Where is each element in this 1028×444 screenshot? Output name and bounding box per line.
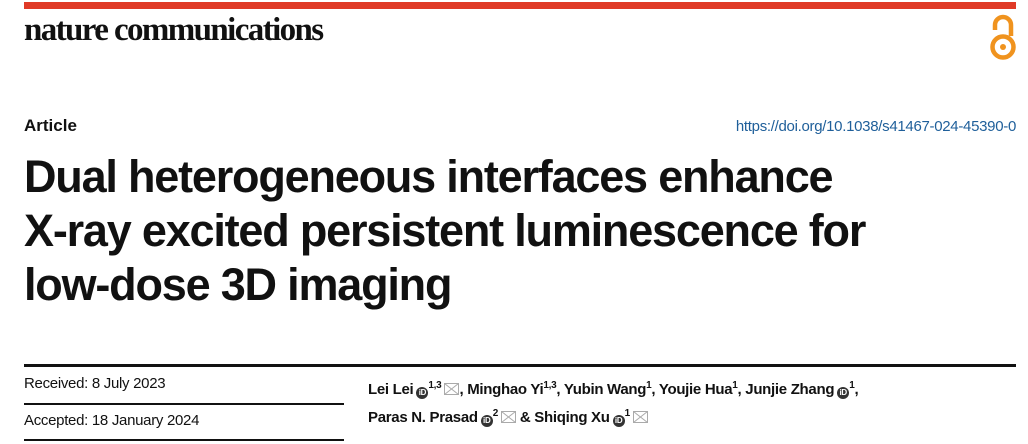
affiliation-sup: 1,3 (428, 380, 442, 391)
affiliation-sup: 1 (624, 408, 631, 419)
title-line: Dual heterogeneous interfaces enhance (24, 151, 834, 202)
email-icon[interactable] (632, 411, 648, 423)
article-title: Dual heterogeneous interfaces enhance X-… (24, 150, 1024, 312)
divider (24, 403, 344, 405)
orcid-icon[interactable]: iD (480, 415, 493, 427)
doi-link[interactable]: https://doi.org/10.1038/s41467-024-45390… (735, 118, 1016, 135)
accepted-date: Accepted: 18 January 2024 (24, 412, 200, 429)
affiliation-sup: 1 (646, 380, 652, 391)
author[interactable]: Shiqing Xu iD1 (534, 408, 648, 427)
author[interactable]: Paras N. Prasad iD2 (368, 408, 517, 427)
article-type: Article (24, 116, 77, 135)
author[interactable]: Youjie Hua1 (658, 380, 738, 398)
divider (24, 364, 1016, 367)
affiliation-sup: 2 (492, 408, 499, 419)
author-name[interactable]: Minghao Yi (467, 381, 544, 398)
author-name[interactable]: Junjie Zhang (745, 381, 835, 398)
journal-accent-bar (24, 2, 1016, 9)
orcid-icon[interactable]: iD (416, 387, 429, 399)
author[interactable]: Junjie Zhang iD1 (745, 380, 855, 399)
orcid-icon[interactable]: iD (837, 387, 850, 399)
email-icon[interactable] (501, 411, 517, 423)
author[interactable]: Yubin Wang1 (563, 380, 652, 398)
author-name[interactable]: Yubin Wang (563, 381, 647, 398)
author-name[interactable]: Shiqing Xu (534, 409, 610, 426)
divider (24, 439, 344, 441)
author-list: Lei Lei iD1,3, Minghao Yi1,3, Yubin Wang1… (368, 380, 859, 427)
title-line: X-ray excited persistent luminescence fo… (24, 205, 866, 256)
open-access-icon (990, 14, 1016, 60)
author-name[interactable]: Paras N. Prasad (368, 409, 478, 426)
received-date: Received: 8 July 2023 (24, 375, 166, 392)
email-icon[interactable] (444, 383, 460, 395)
affiliation-sup: 1 (732, 380, 738, 391)
author-name[interactable]: Youjie Hua (658, 381, 733, 398)
author-name[interactable]: Lei Lei (368, 381, 414, 398)
title-line: low-dose 3D imaging (24, 259, 452, 310)
author[interactable]: Lei Lei iD1,3 (368, 380, 460, 399)
affiliation-sup: 1,3 (543, 380, 557, 391)
journal-logo[interactable]: nature communications (24, 12, 324, 48)
author[interactable]: Minghao Yi1,3 (467, 380, 557, 398)
orcid-icon[interactable]: iD (612, 415, 625, 427)
affiliation-sup: 1 (849, 380, 855, 391)
